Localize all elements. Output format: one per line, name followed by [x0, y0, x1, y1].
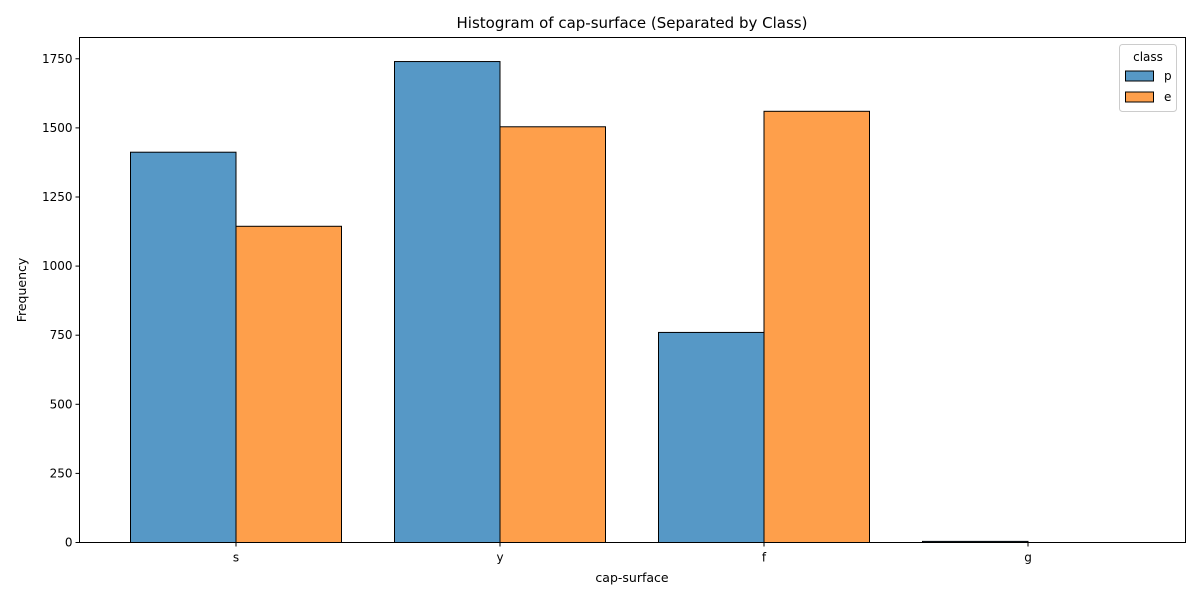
- x-tick-label: g: [1024, 551, 1032, 565]
- legend: class pe: [1119, 44, 1177, 112]
- y-axis: 0 250 500 750 1000 1250 1500 1750: [42, 52, 80, 550]
- bar-e-y: [499, 126, 606, 543]
- legend-title: class: [1133, 50, 1163, 64]
- y-tick-label: 500: [50, 397, 73, 411]
- bar-e-s: [235, 225, 342, 543]
- y-axis-label: Frequency: [14, 257, 29, 322]
- y-tick-label: 750: [50, 328, 73, 342]
- x-axis-label: cap-surface: [595, 570, 668, 585]
- y-tick-label: 250: [50, 466, 73, 480]
- y-tick-label: 1250: [42, 190, 73, 204]
- x-tick-label: s: [233, 551, 239, 565]
- legend-swatch-p: [1125, 70, 1154, 82]
- plot-frame: [79, 37, 1186, 543]
- legend-items: pe: [1125, 69, 1172, 104]
- bar-p-s: [130, 151, 237, 543]
- y-tick-label: 1750: [42, 52, 73, 66]
- bar-p-y: [394, 61, 501, 544]
- bars-layer: [130, 61, 1029, 544]
- bar-e-f: [763, 110, 870, 544]
- y-tick-label: 0: [65, 536, 73, 550]
- x-tick-label: f: [762, 551, 767, 565]
- chart-title: Histogram of cap-surface (Separated by C…: [457, 14, 808, 32]
- x-tick-label: y: [496, 551, 503, 565]
- y-tick-label: 1500: [42, 121, 73, 135]
- legend-label-e: e: [1164, 90, 1171, 104]
- legend-label-p: p: [1164, 69, 1172, 83]
- y-tick-label: 1000: [42, 259, 73, 273]
- bar-p-f: [658, 331, 765, 543]
- legend-swatch-e: [1125, 91, 1154, 103]
